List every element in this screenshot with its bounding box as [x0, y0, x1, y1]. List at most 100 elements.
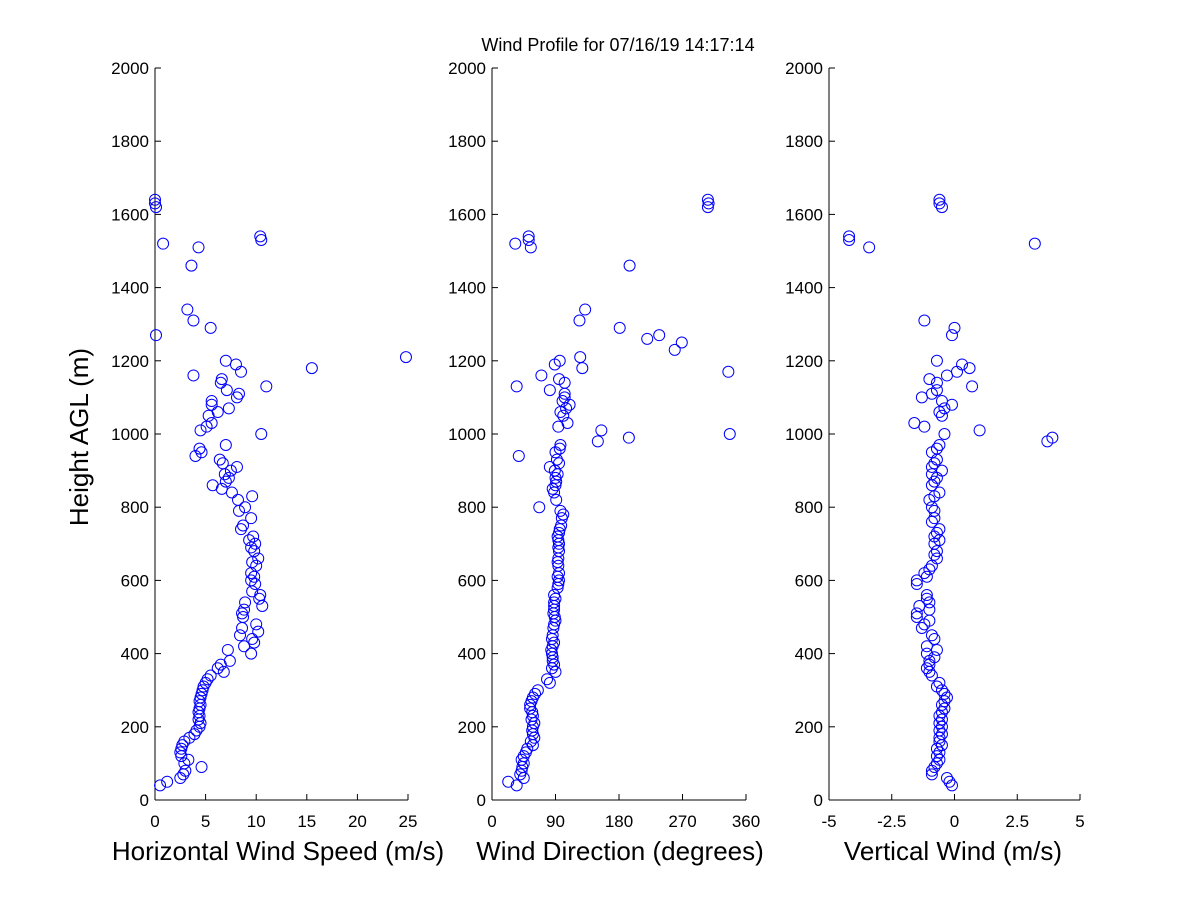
data-point [182, 753, 195, 766]
data-point [945, 779, 958, 792]
data-point [222, 471, 235, 484]
data-point [951, 365, 964, 378]
data-point [556, 395, 569, 408]
data-point [925, 460, 938, 473]
data-point [249, 537, 262, 550]
data-point [933, 731, 946, 744]
data-point [843, 230, 856, 243]
data-point [256, 600, 269, 613]
data-point [553, 526, 566, 539]
data-point [923, 373, 936, 386]
data-point [1046, 431, 1059, 444]
y-tick-label: 1600 [111, 205, 149, 224]
data-point [574, 351, 587, 364]
data-point [702, 197, 715, 210]
figure-title: Wind Profile for 07/16/19 14:17:14 [481, 35, 754, 55]
data-point [956, 358, 969, 371]
data-point [254, 589, 267, 602]
y-tick-label: 1400 [785, 279, 823, 298]
data-point [161, 775, 174, 788]
data-point [935, 713, 948, 726]
y-tick-label: 2000 [785, 59, 823, 78]
data-point [543, 384, 556, 397]
y-tick-label: 1200 [785, 352, 823, 371]
data-point [517, 750, 530, 763]
data-point [1028, 237, 1041, 250]
y-tick-label: 1800 [111, 132, 149, 151]
data-point [245, 567, 258, 580]
panel-vertical-wind: 0 200 400 600 800 1000 1200 1400 1600 1800 2000 -5 -… [785, 59, 1085, 866]
data-point [935, 720, 948, 733]
data-point [930, 552, 943, 565]
x-tick-label: 5 [201, 812, 210, 831]
data-point [930, 545, 943, 558]
data-point [915, 621, 928, 634]
data-point [305, 362, 318, 375]
data-point [192, 706, 205, 719]
data-point [238, 603, 251, 616]
data-point [502, 775, 515, 788]
data-point [963, 362, 976, 375]
y-tick-label: 1000 [785, 425, 823, 444]
data-point [549, 665, 562, 678]
data-point [157, 237, 170, 250]
y-tick-label: 1200 [448, 352, 486, 371]
x-tick-label: -5 [821, 812, 836, 831]
data-point [623, 259, 636, 272]
data-point [549, 471, 562, 484]
data-point [205, 395, 218, 408]
data-point [930, 376, 943, 389]
x-tick-label: 25 [399, 812, 418, 831]
y-tick-label: 400 [121, 645, 149, 664]
data-point [541, 673, 554, 686]
data-point [933, 193, 946, 206]
data-point [149, 197, 161, 210]
x-tick-label: -2.5 [877, 812, 906, 831]
y-tick-label: 1200 [111, 352, 149, 371]
y-tick-label: 1600 [785, 205, 823, 224]
data-point [553, 442, 566, 455]
data-point [923, 596, 936, 609]
data-point [910, 611, 923, 623]
data-point [222, 402, 235, 415]
data-point [205, 417, 218, 430]
data-point [948, 321, 961, 334]
data-point [179, 764, 192, 777]
data-point [204, 321, 217, 334]
data-point [928, 457, 941, 470]
data-point [248, 570, 261, 583]
data-point [843, 234, 856, 247]
data-point [237, 519, 250, 532]
data-point [938, 702, 951, 715]
data-point [557, 508, 570, 521]
x-tick-label: 5 [1075, 812, 1084, 831]
data-point [252, 552, 265, 565]
data-point [192, 241, 205, 254]
data-point [573, 314, 586, 327]
data-point [920, 570, 933, 583]
data-point [557, 409, 570, 422]
data-point [510, 779, 523, 792]
data-point [915, 391, 928, 404]
data-point [548, 636, 561, 649]
data-point [920, 589, 933, 602]
data-point [935, 409, 948, 422]
y-tick-label: 200 [795, 718, 823, 737]
data-point [930, 453, 943, 466]
data-point [524, 702, 537, 715]
data-point [553, 457, 566, 470]
data-point [526, 709, 539, 722]
data-point [178, 757, 191, 770]
data-point [933, 724, 946, 737]
data-point [918, 314, 931, 327]
data-point [221, 643, 234, 656]
x-tick-label: 10 [247, 812, 266, 831]
data-point [940, 691, 953, 704]
data-point [216, 457, 229, 470]
data-point [554, 504, 567, 517]
data-point [935, 395, 948, 408]
data-point [193, 442, 206, 455]
data-point [149, 193, 161, 206]
data-point [211, 406, 224, 419]
